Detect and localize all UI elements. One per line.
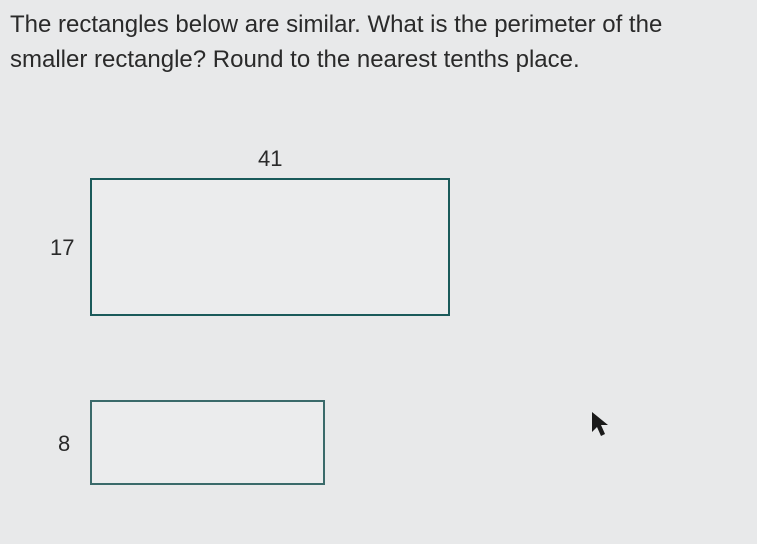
question-line1: The rectangles below are similar. What i… xyxy=(10,11,662,38)
question-text: The rectangles below are similar. What i… xyxy=(10,8,747,78)
question-line2: smaller rectangle? Round to the nearest … xyxy=(10,46,580,73)
large-rect-height-label: 17 xyxy=(50,235,74,261)
large-rect-width-label: 41 xyxy=(258,146,282,172)
cursor-icon xyxy=(590,410,612,440)
small-rect-height-label: 8 xyxy=(58,431,70,457)
small-rectangle xyxy=(90,400,325,485)
diagram-area: 41 17 8 xyxy=(0,130,757,530)
large-rectangle xyxy=(90,178,450,316)
